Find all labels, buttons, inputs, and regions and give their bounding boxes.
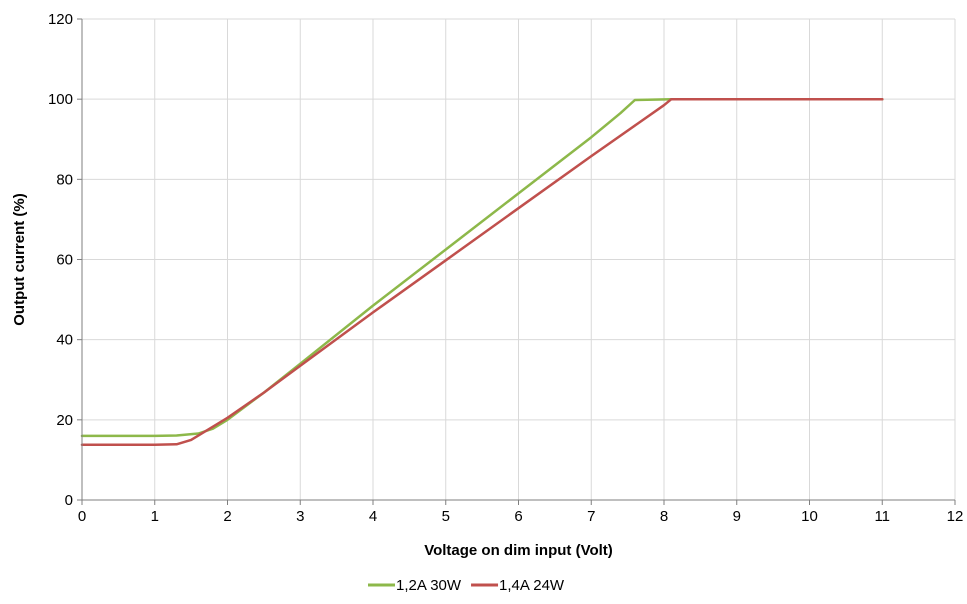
x-axis-title: Voltage on dim input (Volt) [424, 542, 613, 559]
y-tick-label: 120 [48, 11, 73, 28]
x-tick-label: 2 [223, 508, 231, 525]
x-tick-label: 3 [296, 508, 304, 525]
series-line-1 [80, 97, 884, 438]
x-tick-label: 5 [442, 508, 450, 525]
x-tick-label: 7 [587, 508, 595, 525]
y-axis-title: Output current (%) [11, 193, 28, 326]
y-tick-label: 80 [56, 171, 73, 188]
y-tick-label: 0 [65, 492, 73, 509]
x-tick-label: 11 [874, 508, 890, 525]
x-tick-label: 1 [151, 508, 159, 525]
series-line-2 [80, 97, 884, 446]
y-tick-label: 60 [56, 252, 73, 269]
y-tick-label: 20 [56, 412, 73, 429]
legend-label-2: 1,4A 24W [499, 577, 565, 594]
legend-label-1: 1,2A 30W [396, 577, 462, 594]
y-tick-label: 100 [48, 91, 73, 108]
legend: 1,2A 30W 1,4A 24W [368, 577, 565, 594]
x-tick-label: 4 [369, 508, 377, 525]
x-tick-label: 8 [660, 508, 668, 525]
x-tick-label: 6 [514, 508, 522, 525]
x-tick-label: 10 [801, 508, 818, 525]
y-tick-label: 40 [56, 332, 73, 349]
x-tick-label: 12 [947, 508, 964, 525]
x-tick-label: 9 [733, 508, 741, 525]
series-layer [80, 97, 884, 446]
x-tick-label: 0 [78, 508, 86, 525]
